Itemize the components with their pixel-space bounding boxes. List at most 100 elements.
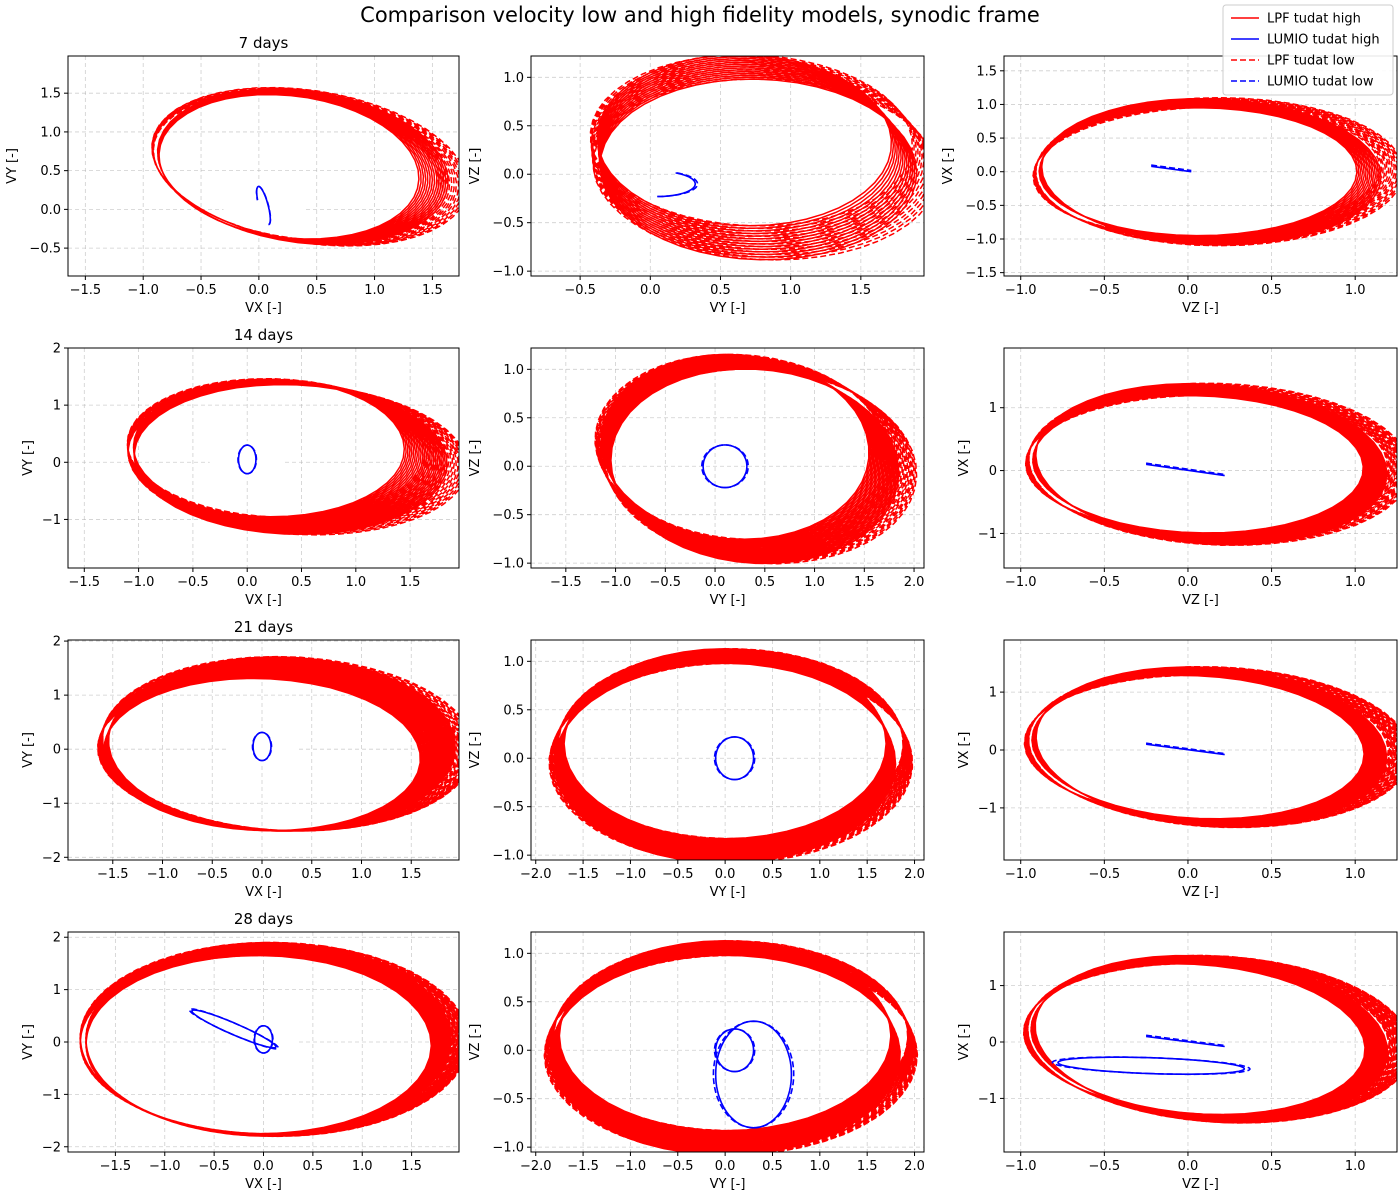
y-tick-label: 1.0 — [503, 655, 524, 670]
y-tick-label: −1.0 — [492, 849, 524, 864]
y-tick-label: −0.5 — [492, 216, 524, 231]
y-tick-label: −0.5 — [965, 199, 997, 214]
series-lumio-tudat-low — [657, 172, 699, 198]
series-lpf-tudat-low — [1022, 954, 1397, 1124]
subplot-title: 21 days — [234, 618, 293, 636]
x-tick-label: 1.5 — [422, 283, 443, 298]
series-lumio-tudat-low — [1051, 1034, 1251, 1076]
plot-area — [151, 86, 459, 247]
x-tick-label: −2.0 — [520, 1159, 552, 1174]
x-tick-label: −1.0 — [615, 1159, 647, 1174]
y-tick-label: −1.0 — [965, 232, 997, 247]
x-tick-label: −0.5 — [177, 575, 209, 590]
legend-box — [1222, 4, 1394, 96]
x-tick-label: 0.5 — [1261, 283, 1282, 298]
x-tick-label: −0.5 — [662, 1159, 694, 1174]
x-tick-label: 0.5 — [291, 575, 312, 590]
inner-void — [227, 729, 297, 764]
x-tick-label: −1.0 — [123, 575, 155, 590]
legend-label: LPF tudat low — [1267, 54, 1355, 69]
plot-area — [1024, 382, 1397, 546]
y-tick-label: 0 — [53, 1036, 61, 1051]
legend-label: LUMIO tudat high — [1267, 33, 1380, 48]
series-lpf-tudat-low — [79, 941, 459, 1138]
x-axis-label: VX [-] — [245, 885, 282, 900]
y-tick-label: −1 — [42, 513, 61, 528]
subplot-title: 14 days — [234, 326, 293, 344]
legend-label: LPF tudat high — [1267, 12, 1361, 27]
x-axis-label: VY [-] — [710, 1177, 746, 1192]
x-tick-label: −0.5 — [185, 283, 217, 298]
x-tick-label: 1.0 — [780, 283, 801, 298]
inner-void — [223, 180, 304, 231]
x-tick-label: 0.0 — [1178, 867, 1199, 882]
series-lumio-tudat-low — [188, 1008, 280, 1054]
axes-frame — [530, 931, 925, 1153]
x-axis-label: VX [-] — [245, 1177, 282, 1192]
series-lumio-tudat-low — [700, 444, 750, 489]
x-tick-label: 1.0 — [364, 283, 385, 298]
y-tick-label: −2 — [42, 1140, 61, 1155]
axes-frame — [67, 55, 460, 277]
plot-area — [594, 353, 918, 565]
x-tick-label: 2.0 — [904, 867, 925, 882]
x-tick-label: −1.5 — [100, 1159, 132, 1174]
x-tick-label: 0.0 — [249, 283, 270, 298]
x-tick-label: 1.0 — [351, 867, 372, 882]
y-tick-label: 0 — [53, 456, 61, 471]
y-axis-label: VY [-] — [21, 440, 36, 476]
x-axis-label: VY [-] — [710, 593, 746, 608]
x-tick-label: −1.0 — [147, 867, 179, 882]
subplot-1-1: −1.5 −1.0 −0.5 0.0 0.5 1.0 1.5 −0.5 0.0 0.5 1.0 1.5… — [5, 34, 460, 316]
x-tick-label: 0.5 — [1261, 1159, 1282, 1174]
x-tick-label: −1.0 — [127, 283, 159, 298]
series-lpf-tudat-low — [548, 648, 914, 860]
x-tick-label: −1.5 — [550, 575, 582, 590]
x-tick-label: −2.0 — [520, 867, 552, 882]
figure-title: Comparison velocity low and high fidelit… — [360, 3, 1040, 27]
plot-area — [543, 939, 919, 1152]
series-lpf-tudat-low — [594, 353, 918, 565]
y-axis-label: VY [-] — [5, 148, 20, 184]
axes-frame — [1003, 347, 1398, 569]
series-lpf-tudat-low — [1032, 96, 1397, 247]
plot-area — [97, 655, 459, 832]
x-tick-label: 0.5 — [762, 1159, 783, 1174]
series-lumio-tudat-high — [714, 1020, 793, 1129]
subplot-title: 28 days — [234, 910, 293, 928]
inner-void — [209, 441, 286, 478]
y-tick-label: 0.0 — [503, 1044, 524, 1059]
y-axis-label: VY [-] — [21, 732, 36, 768]
x-tick-label: −0.5 — [198, 1159, 230, 1174]
x-tick-label: 1.0 — [345, 575, 366, 590]
x-tick-label: 1.0 — [809, 867, 830, 882]
y-tick-label: −1.0 — [492, 265, 524, 280]
x-tick-label: 0.0 — [705, 575, 726, 590]
y-axis-label: VX [-] — [957, 1024, 972, 1061]
x-tick-label: 0.0 — [237, 575, 258, 590]
y-axis-label: VY [-] — [21, 1024, 36, 1060]
y-tick-label: 0.0 — [503, 752, 524, 767]
plot-area — [1023, 666, 1397, 829]
subplot-2-3: −1.0 −0.5 0.0 0.5 1.0 −1 0 1 VZ [-] VX [-] — [957, 347, 1398, 608]
y-axis-label: VZ [-] — [468, 440, 483, 477]
y-tick-label: −1.0 — [492, 557, 524, 572]
y-tick-label: −1 — [978, 801, 997, 816]
axes-frame — [67, 639, 460, 861]
subplot-4-1: −1.5 −1.0 −0.5 0.0 0.5 1.0 1.5 −2 −1 0 1 2 VX [-] VY … — [21, 910, 460, 1192]
y-tick-label: −1 — [978, 1092, 997, 1107]
x-tick-label: 0.5 — [303, 1159, 324, 1174]
x-tick-label: −1.5 — [567, 867, 599, 882]
plot-area — [589, 56, 924, 261]
x-tick-label: 1.0 — [804, 575, 825, 590]
legend: LPF tudat high LUMIO tudat high LPF tudat … — [1222, 4, 1394, 96]
y-tick-label: 1 — [989, 979, 997, 994]
x-axis-label: VX [-] — [245, 593, 282, 608]
y-axis-label: VX [-] — [957, 440, 972, 477]
y-axis-label: VX [-] — [957, 732, 972, 769]
series-lumio-tudat-high — [1151, 165, 1192, 173]
x-axis-label: VX [-] — [245, 301, 282, 316]
series-lumio-tudat-high — [1145, 463, 1225, 477]
x-axis-label: VY [-] — [710, 885, 746, 900]
